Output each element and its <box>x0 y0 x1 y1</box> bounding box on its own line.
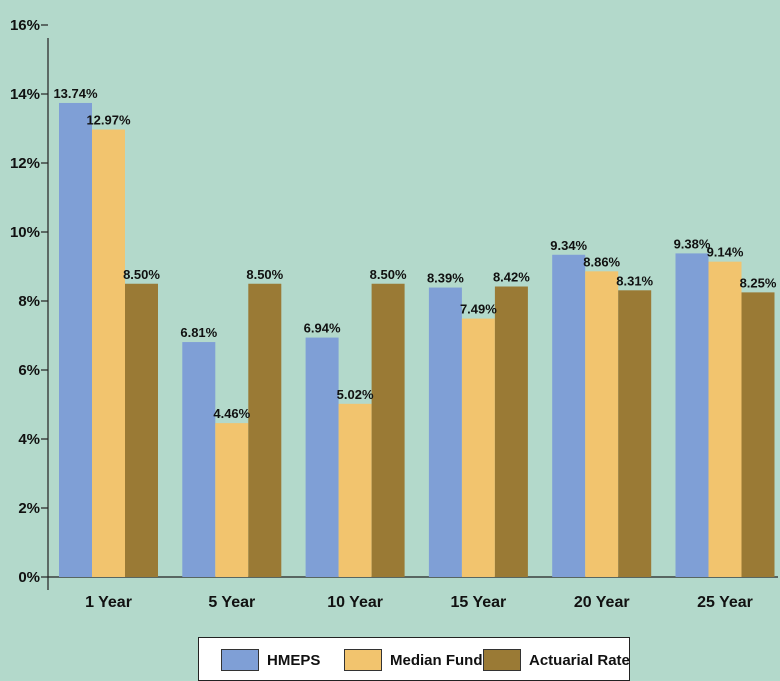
x-tick-label: 20 Year <box>574 594 630 611</box>
bar <box>92 129 125 577</box>
bar <box>248 283 282 577</box>
x-tick-label: 1 Year <box>85 594 132 611</box>
bar <box>461 318 495 577</box>
data-label: 5.02% <box>337 387 374 402</box>
y-tick-label: 0% <box>18 569 40 586</box>
bar <box>428 287 462 577</box>
data-label: 9.34% <box>550 238 587 253</box>
data-label: 8.50% <box>246 267 283 282</box>
legend-item-hmeps: HMEPS <box>221 649 320 671</box>
data-label: 8.39% <box>427 271 464 286</box>
y-tick-label: 6% <box>18 362 40 379</box>
y-axis: 0% 2% 4% 6% 8% 10% 12% 14% 16% <box>10 17 48 586</box>
bar <box>675 253 709 577</box>
y-tick-label: 14% <box>10 86 40 103</box>
bar <box>552 254 586 577</box>
legend-swatch-median-fund <box>344 649 382 671</box>
data-label: 13.74% <box>53 86 98 101</box>
data-label: 12.97% <box>86 113 131 128</box>
legend-swatch-hmeps <box>221 649 259 671</box>
data-label: 8.25% <box>740 275 777 290</box>
data-label: 7.49% <box>460 302 497 317</box>
data-label: 4.46% <box>213 406 250 421</box>
y-tick-label: 10% <box>10 224 40 241</box>
y-tick-label: 4% <box>18 431 40 448</box>
bar <box>215 423 249 577</box>
bar <box>585 271 619 577</box>
x-tick-label: 10 Year <box>327 594 383 611</box>
bar <box>741 292 775 577</box>
legend: HMEPS Median Fund Actuarial Rate <box>198 637 630 681</box>
y-tick-label: 2% <box>18 500 40 517</box>
bar <box>371 283 405 577</box>
bar <box>338 403 372 577</box>
legend-swatch-actuarial-rate <box>483 649 521 671</box>
data-label: 9.38% <box>674 236 711 251</box>
bar-series <box>59 102 775 577</box>
y-tick-label: 16% <box>10 17 40 34</box>
legend-item-median-fund: Median Fund <box>344 649 483 671</box>
data-label: 9.14% <box>707 245 744 260</box>
data-label: 8.31% <box>616 273 653 288</box>
data-label: 8.42% <box>493 270 530 285</box>
legend-label-median-fund: Median Fund <box>390 651 483 669</box>
bar <box>494 286 528 577</box>
legend-item-actuarial-rate: Actuarial Rate <box>483 649 630 671</box>
data-label: 6.81% <box>180 325 217 340</box>
bar <box>59 102 92 577</box>
x-tick-label: 5 Year <box>208 594 255 611</box>
bar <box>182 342 216 577</box>
bar <box>125 283 158 577</box>
data-label: 6.94% <box>304 321 341 336</box>
bar <box>618 290 652 577</box>
x-axis: 1 Year 5 Year 10 Year 15 Year 20 Year 25 Year <box>85 594 753 611</box>
bar <box>305 337 339 577</box>
x-tick-label: 25 Year <box>697 594 753 611</box>
y-tick-label: 12% <box>10 155 40 172</box>
data-label: 8.86% <box>583 254 620 269</box>
legend-label-actuarial-rate: Actuarial Rate <box>529 651 630 669</box>
data-label: 8.50% <box>123 267 160 282</box>
value-labels: 13.74% 6.81% 6.94% 8.39% 9.34% 9.38% 12.97% 4.4… <box>53 86 776 421</box>
y-tick-label: 8% <box>18 293 40 310</box>
x-tick-label: 15 Year <box>451 594 507 611</box>
data-label: 8.50% <box>370 267 407 282</box>
bar <box>708 261 742 577</box>
legend-label-hmeps: HMEPS <box>267 651 321 669</box>
